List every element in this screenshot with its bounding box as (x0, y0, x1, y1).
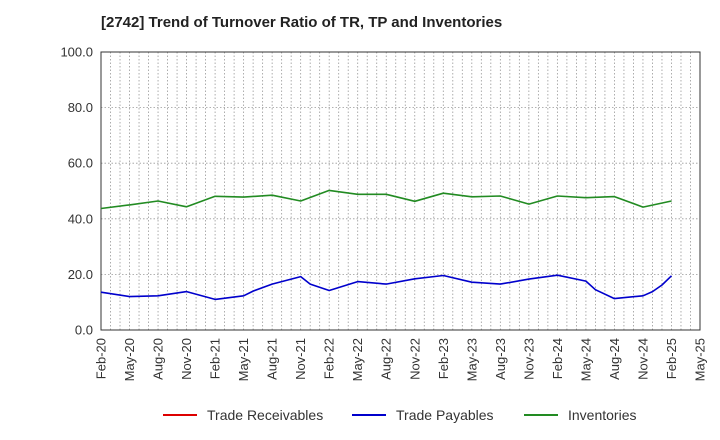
x-tick-label: Feb-22 (322, 338, 337, 379)
y-tick-label: 100.0 (60, 45, 93, 60)
x-tick-label: Nov-24 (635, 338, 650, 380)
legend-item-inventories: Inventories (524, 405, 636, 425)
x-tick-label: Nov-22 (407, 338, 422, 380)
x-tick-label: Feb-23 (436, 338, 451, 379)
legend-swatch-trade-payables (352, 414, 386, 416)
y-tick-label: 0.0 (75, 323, 93, 338)
x-tick-label: Feb-25 (664, 338, 679, 379)
plot-area (100, 51, 701, 331)
y-tick-label: 40.0 (68, 211, 93, 226)
x-tick-label: May-20 (122, 338, 137, 381)
x-tick-label: May-21 (236, 338, 251, 381)
y-tick-label: 20.0 (68, 267, 93, 282)
x-tick-label: Aug-22 (379, 338, 394, 380)
x-tick-label: Aug-23 (493, 338, 508, 380)
x-tick-label: Nov-21 (293, 338, 308, 380)
series-line-inventories (100, 189, 672, 210)
x-tick-label: Feb-21 (208, 338, 223, 379)
series-line-trade-payables (100, 274, 673, 301)
chart-title: [2742] Trend of Turnover Ratio of TR, TP… (101, 14, 503, 31)
legend-label: Inventories (568, 407, 637, 423)
x-tick-label: May-22 (350, 338, 365, 381)
x-tick-label: Aug-20 (151, 338, 166, 380)
x-tick-label: Nov-20 (179, 338, 194, 380)
x-tick-label: Aug-21 (265, 338, 280, 380)
x-tick-label: Nov-23 (521, 338, 536, 380)
legend-label: Trade Receivables (207, 407, 324, 423)
y-tick-label: 60.0 (68, 156, 93, 171)
x-tick-label: May-23 (464, 338, 479, 381)
legend-label: Trade Payables (396, 407, 494, 423)
legend: Trade Receivables Trade Payables Invento… (0, 405, 720, 425)
x-tick-label: Feb-20 (94, 338, 109, 379)
legend-item-trade-receivables: Trade Receivables (163, 405, 323, 425)
x-tick-label: May-24 (578, 338, 593, 381)
x-tick-label: May-25 (693, 338, 708, 381)
legend-item-trade-payables: Trade Payables (352, 405, 494, 425)
legend-swatch-trade-receivables (163, 414, 197, 416)
x-tick-label: Aug-24 (607, 338, 622, 380)
x-tick-label: Feb-24 (550, 338, 565, 379)
y-tick-label: 80.0 (68, 100, 93, 115)
legend-swatch-inventories (524, 414, 558, 416)
